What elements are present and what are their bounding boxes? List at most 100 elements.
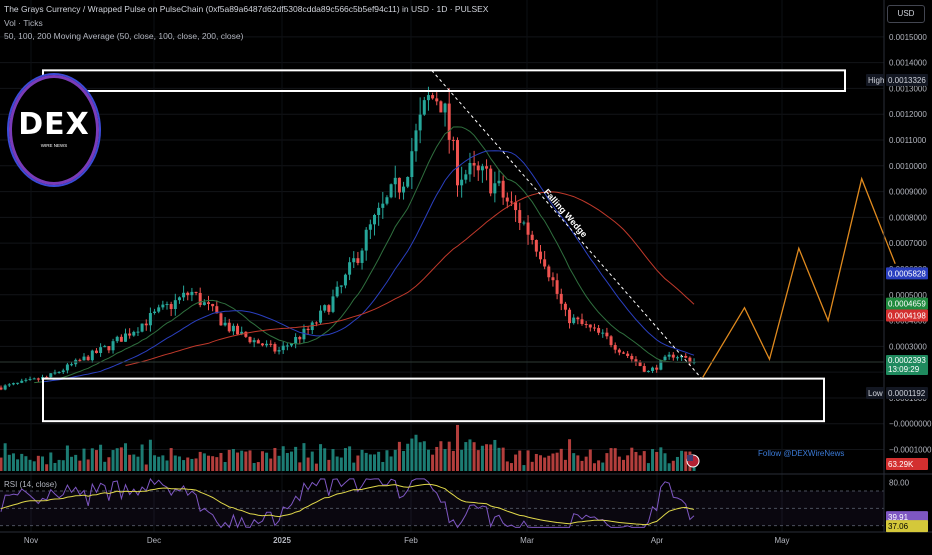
volume-bar: [194, 458, 198, 471]
candle-body: [290, 343, 293, 346]
volume-bar: [132, 454, 136, 471]
countdown-tag: 13:09:29: [888, 365, 920, 374]
volume-bar: [157, 456, 161, 471]
candle-body: [572, 317, 576, 324]
candle-body: [597, 328, 601, 333]
volume-bar: [485, 444, 489, 471]
candle-body: [0, 387, 3, 390]
candle-body: [663, 356, 667, 361]
dex-logo-text: DEX: [18, 107, 90, 142]
volume-bar: [456, 424, 459, 471]
candle-body: [551, 277, 555, 281]
low-value-tag: 0.0001192: [888, 389, 926, 398]
candle-body: [169, 304, 173, 309]
candle-body: [215, 306, 219, 314]
volume-bar: [7, 454, 11, 471]
volume-bar: [103, 461, 107, 471]
volume-bar: [24, 456, 28, 471]
candle-body: [277, 350, 281, 352]
volume-bar: [630, 447, 634, 471]
volume-bar: [70, 456, 74, 471]
falling-wedge-line: [431, 70, 704, 381]
candle-body: [451, 139, 455, 141]
ma100-value-tag-bg: [886, 267, 928, 280]
volume-bar: [451, 450, 455, 471]
currency-button[interactable]: USD: [887, 5, 925, 23]
volume-bar: [49, 452, 53, 471]
candle-body: [244, 331, 248, 337]
moving-average-label[interactable]: 50, 100, 200 Moving Average (50, close, …: [4, 31, 244, 41]
ma50-value-tag-bg: [886, 297, 928, 310]
volume-bar: [32, 461, 36, 471]
candle-body: [140, 323, 144, 332]
candle-body: [518, 210, 522, 223]
volume-bar: [460, 449, 464, 471]
volume-bar: [57, 459, 61, 471]
volume-bar: [260, 451, 264, 471]
candle-body: [3, 385, 7, 390]
volume-bar: [352, 462, 356, 471]
rsi-ma-value-tag-bg: [886, 520, 928, 533]
volume-bar: [111, 450, 115, 471]
y-tick-label: −0.0000000: [889, 420, 932, 429]
volume-bar: [588, 449, 592, 471]
price-value-tag: 0.0002393: [888, 356, 926, 365]
volume-bar: [414, 434, 418, 471]
candle-body: [605, 332, 609, 337]
candle-body: [90, 350, 94, 361]
volume-bar: [86, 459, 90, 471]
candle-body: [265, 343, 269, 346]
candle-body: [190, 291, 194, 296]
volume-bar: [90, 448, 94, 471]
candle-body: [28, 378, 32, 380]
candle-body: [32, 378, 36, 380]
volume-bar: [489, 444, 493, 471]
candle-body: [534, 239, 538, 252]
volume-bar: [273, 447, 277, 471]
y-tick-label: 0.0008000: [889, 213, 927, 222]
volume-bar: [161, 455, 165, 471]
volume-bar: [36, 455, 40, 471]
candle-body: [82, 356, 86, 361]
candle-body: [418, 114, 422, 131]
volume-bar: [16, 459, 20, 471]
rsi-label: RSI (14, close): [4, 480, 57, 489]
low-label: Low: [868, 389, 883, 398]
candle-body: [377, 207, 381, 215]
volume-bar: [539, 455, 542, 471]
candle-body: [460, 179, 464, 186]
volume-bar: [684, 451, 688, 471]
candle-body: [447, 103, 451, 140]
volume-bar: [601, 462, 605, 471]
rsi-value-tag-bg: [886, 511, 928, 524]
volume-bar: [472, 442, 476, 471]
candle-body: [157, 307, 161, 312]
candle-body: [161, 304, 165, 308]
volume-bar: [667, 463, 671, 471]
candle-body: [310, 322, 314, 331]
candle-body: [414, 130, 418, 152]
volume-bar: [568, 439, 572, 471]
candle-body: [435, 98, 439, 102]
volume-bar: [580, 460, 584, 471]
volume-bar: [547, 455, 551, 471]
volume-indicator-label[interactable]: Vol · Ticks: [4, 18, 43, 28]
price-tag-bg: [886, 355, 928, 376]
candle-body: [343, 274, 347, 286]
candle-body: [302, 328, 306, 340]
volume-bar: [530, 461, 534, 471]
volume-bar: [671, 460, 675, 471]
volume-bar: [493, 439, 497, 471]
candle-body: [493, 183, 497, 194]
candle-body: [107, 346, 111, 351]
volume-bar: [655, 451, 659, 471]
candle-body: [688, 357, 692, 363]
volume-bar: [534, 453, 538, 471]
candle-body: [397, 177, 401, 193]
volume-bar: [617, 456, 621, 471]
volume-bar: [190, 458, 194, 471]
candle-body: [584, 323, 588, 325]
candle-body: [410, 151, 414, 177]
